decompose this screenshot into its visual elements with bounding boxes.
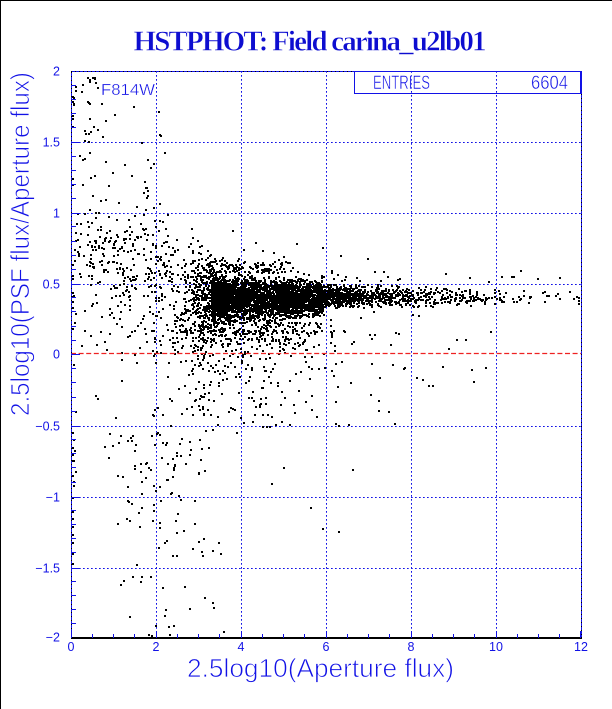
svg-text:2.5log10(PSF flux/Aperture flu: 2.5log10(PSF flux/Aperture flux) xyxy=(5,72,35,416)
svg-text:2: 2 xyxy=(153,640,160,654)
svg-text:HSTPHOT: Field carina_u2lb01: HSTPHOT: Field carina_u2lb01 xyxy=(134,26,487,58)
svg-text:−1: −1 xyxy=(46,491,60,505)
svg-text:0.5: 0.5 xyxy=(43,278,60,292)
svg-text:6: 6 xyxy=(323,640,330,654)
svg-text:6604: 6604 xyxy=(531,73,568,94)
svg-text:12: 12 xyxy=(574,640,588,654)
svg-text:ENTRIES: ENTRIES xyxy=(373,73,430,94)
svg-text:2: 2 xyxy=(53,65,60,79)
svg-text:10: 10 xyxy=(489,640,503,654)
svg-text:F814W: F814W xyxy=(101,82,156,99)
svg-text:1: 1 xyxy=(53,207,60,221)
svg-text:−1.5: −1.5 xyxy=(35,562,60,576)
svg-text:0: 0 xyxy=(53,348,60,362)
svg-text:2.5log10(Aperture flux): 2.5log10(Aperture flux) xyxy=(187,653,454,683)
svg-text:−2: −2 xyxy=(46,631,60,645)
svg-text:4: 4 xyxy=(238,640,245,654)
svg-text:1.5: 1.5 xyxy=(43,136,60,150)
svg-text:8: 8 xyxy=(408,640,415,654)
svg-text:−0.5: −0.5 xyxy=(35,420,60,434)
svg-text:0: 0 xyxy=(68,640,75,654)
